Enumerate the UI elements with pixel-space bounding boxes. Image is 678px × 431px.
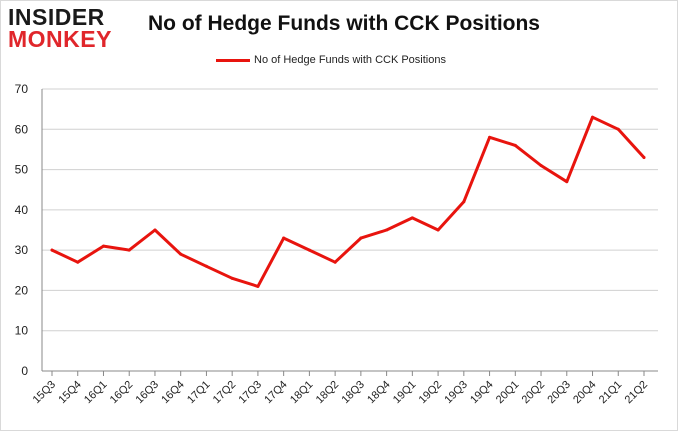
x-tick-label: 15Q4 (56, 379, 84, 407)
legend-line-swatch (216, 58, 250, 62)
x-tick-label: 20Q1 (494, 379, 522, 407)
data-point (488, 135, 492, 139)
data-point (307, 248, 311, 252)
data-point (616, 127, 620, 131)
x-tick-label: 20Q4 (571, 379, 599, 407)
data-point (410, 216, 414, 220)
y-tick-label: 0 (21, 364, 28, 378)
y-tick-label: 70 (15, 82, 29, 96)
data-point (204, 264, 208, 268)
y-tick-label: 30 (15, 243, 29, 257)
y-tick-label: 20 (15, 283, 29, 297)
x-tick-label: 19Q3 (442, 379, 470, 407)
data-point (179, 252, 183, 256)
data-point (282, 236, 286, 240)
y-tick-label: 60 (15, 122, 29, 136)
data-point (591, 115, 595, 119)
gridlines (42, 88, 658, 332)
data-point (333, 260, 337, 264)
x-tick-label: 20Q2 (520, 379, 548, 407)
x-tick-label: 18Q3 (339, 379, 367, 407)
x-tick-label: 16Q2 (108, 379, 136, 407)
x-tick-label: 19Q4 (468, 379, 496, 407)
legend: No of Hedge Funds with CCK Positions (216, 54, 446, 66)
series-layer (50, 115, 646, 288)
data-point (539, 164, 543, 168)
x-tick-label: 16Q1 (82, 379, 110, 407)
x-tick-label: 18Q1 (288, 379, 316, 407)
axes (41, 89, 658, 376)
data-point (642, 155, 646, 159)
y-tick-labels: 0 10 20 30 40 50 60 70 (15, 82, 29, 378)
data-point (101, 244, 105, 248)
data-point (513, 143, 517, 147)
x-tick-label: 17Q1 (185, 379, 213, 407)
logo-word-insider: INSIDER (8, 4, 105, 30)
data-point (359, 236, 363, 240)
x-tick-label: 21Q1 (597, 379, 625, 407)
y-tick-label: 40 (15, 203, 29, 217)
logo-word-monkey: MONKEY (8, 26, 112, 52)
data-point (127, 248, 131, 252)
x-tick-label: 17Q4 (262, 379, 290, 407)
data-point (50, 248, 54, 252)
data-point (462, 200, 466, 204)
data-point (76, 260, 80, 264)
y-tick-label: 10 (15, 324, 29, 338)
x-tick-label: 16Q4 (159, 379, 187, 407)
data-point (230, 276, 234, 280)
x-tick-labels: 15Q315Q416Q116Q216Q316Q417Q117Q217Q317Q4… (31, 379, 651, 407)
x-tick-label: 17Q2 (211, 379, 239, 407)
data-point (153, 228, 157, 232)
x-tick-label: 15Q3 (31, 379, 59, 407)
x-tick-label: 17Q3 (237, 379, 265, 407)
data-point (565, 180, 569, 184)
x-tick-label: 18Q2 (314, 379, 342, 407)
chart-title: No of Hedge Funds with CCK Positions (148, 12, 540, 35)
x-tick-label: 18Q4 (365, 379, 393, 407)
data-point (256, 284, 260, 288)
data-point (385, 228, 389, 232)
insider-monkey-logo: INSIDER MONKEY (8, 6, 128, 54)
x-tick-label: 19Q1 (391, 379, 419, 407)
data-point (436, 228, 440, 232)
series-line (50, 115, 646, 288)
x-tick-label: 20Q3 (545, 379, 573, 407)
y-tick-label: 50 (15, 163, 29, 177)
x-tick-label: 16Q3 (134, 379, 162, 407)
legend-label: No of Hedge Funds with CCK Positions (254, 54, 446, 66)
x-tick-label: 19Q2 (417, 379, 445, 407)
x-tick-label: 21Q2 (623, 379, 651, 407)
